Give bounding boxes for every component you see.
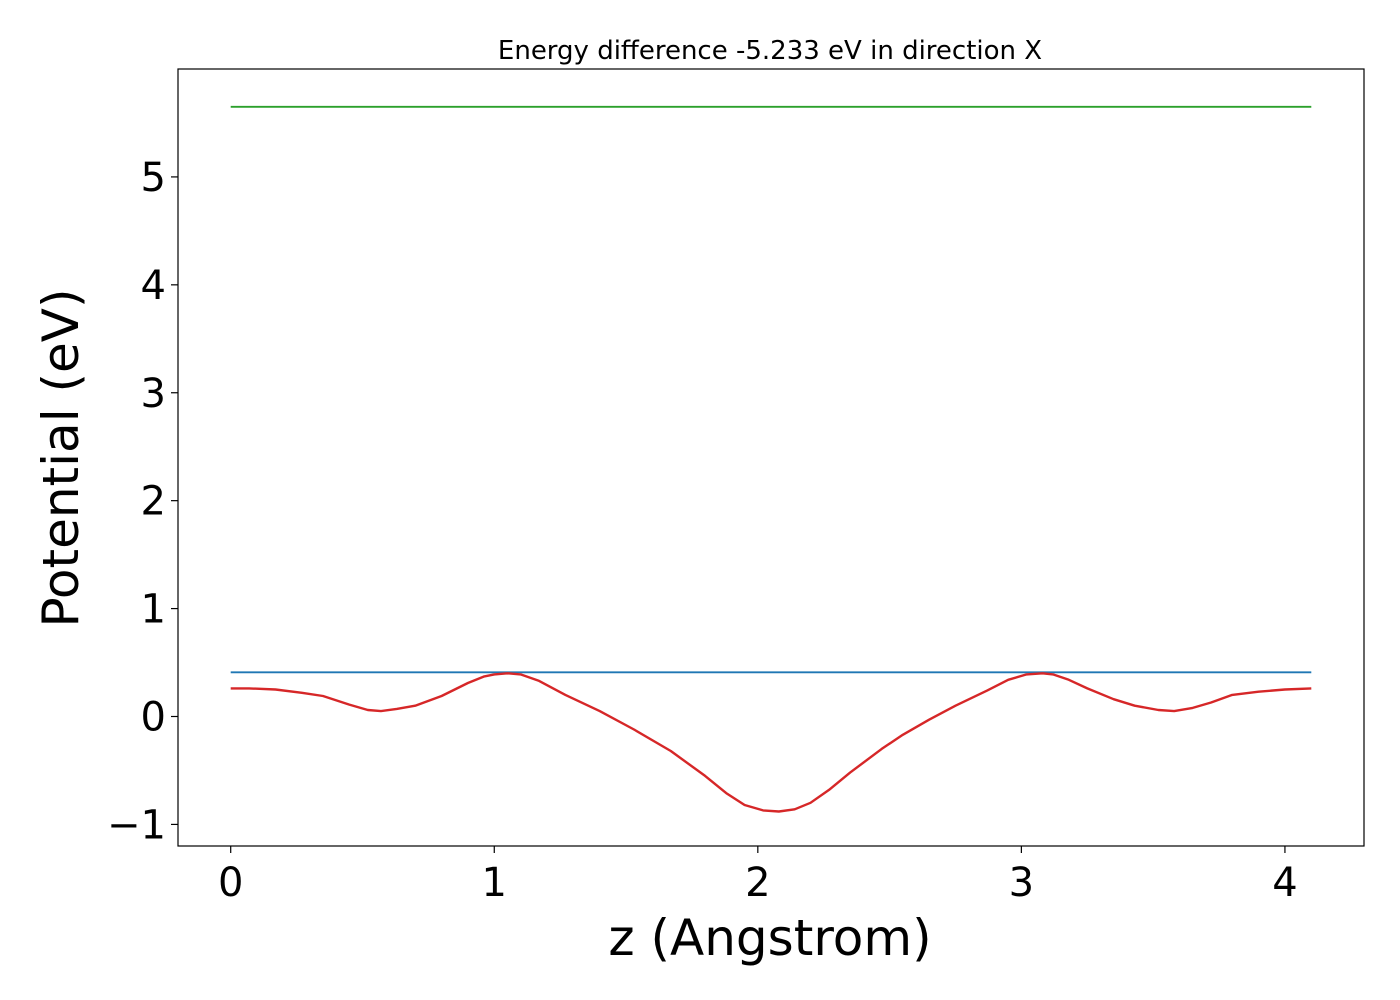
- x-axis-label: z (Angstrom): [608, 909, 931, 967]
- y-tick-label: −1: [107, 802, 166, 848]
- y-tick-label: 2: [141, 479, 166, 525]
- x-tick-label: 4: [1272, 860, 1297, 906]
- y-axis-ticks: −1 0 1 2 3 4 5: [107, 155, 178, 848]
- y-tick-label: 0: [141, 695, 166, 741]
- series-line-2: [230, 672, 1312, 813]
- y-tick-label: 3: [141, 371, 166, 417]
- y-axis-label: Potential (eV): [32, 289, 90, 628]
- y-tick-label: 4: [141, 263, 166, 309]
- x-tick-label: 1: [482, 860, 507, 906]
- x-tick-label: 3: [1009, 860, 1034, 906]
- x-tick-label: 0: [218, 860, 243, 906]
- y-tick-label: 1: [141, 587, 166, 633]
- chart-title: Energy difference -5.233 eV in direction…: [498, 36, 1042, 66]
- x-tick-label: 2: [745, 860, 770, 906]
- series-layer: [230, 105, 1312, 813]
- plot-frame: [177, 68, 1365, 847]
- y-tick-label: 5: [141, 155, 166, 201]
- x-axis-ticks: 0 1 2 3 4: [218, 846, 1298, 906]
